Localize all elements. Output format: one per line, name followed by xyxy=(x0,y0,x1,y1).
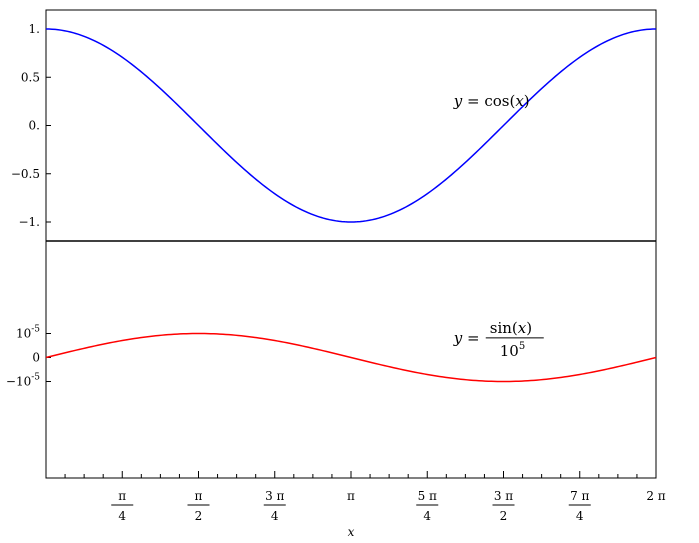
y-tick-label: −0.5 xyxy=(11,167,40,181)
y-tick-label: 0.5 xyxy=(21,70,40,84)
x-tick-numerator: 5 π xyxy=(418,489,437,503)
sin-annotation-y: y xyxy=(453,329,463,347)
x-tick-numerator: 3 π xyxy=(265,489,284,503)
sin-annotation-den-exp: 5 xyxy=(519,341,525,352)
x-axis-label: x xyxy=(348,525,355,539)
x-tick-denominator: 4 xyxy=(271,509,279,523)
y-tick-label: 0. xyxy=(29,119,40,133)
cos-annotation: y = cos(x) xyxy=(453,92,530,110)
cos-annotation-part: x xyxy=(515,92,524,110)
x-tick-numerator: π xyxy=(118,489,126,503)
sin-annotation-eq: = xyxy=(462,329,479,347)
cos-annotation-part: ) xyxy=(524,92,530,110)
x-tick-denominator: 4 xyxy=(576,509,584,523)
sin-annotation-lhs: y = xyxy=(453,329,480,347)
x-tick-numerator: π xyxy=(195,489,203,503)
cos-series-line xyxy=(45,28,657,223)
sin-annotation-den-base: 10 xyxy=(500,342,519,360)
x-tick-label: 2 π xyxy=(646,489,665,503)
x-tick-denominator: 2 xyxy=(195,509,203,523)
cos-annotation-part: cos( xyxy=(484,92,515,110)
y-tick-base: 0 xyxy=(32,351,40,365)
y-tick-label: 0 xyxy=(32,351,40,365)
sin-annotation-denominator: 105 xyxy=(500,341,525,360)
y-tick-label: −10-5 xyxy=(6,373,40,389)
x-tick-label: π xyxy=(347,489,355,503)
top-panel: 1. 0.5 0. −0.5 −1. y = cos(x) xyxy=(11,22,657,229)
bottom-panel: 10-50−10-5y = sin(x)105 xyxy=(6,319,657,389)
x-tick-denominator: 4 xyxy=(118,509,126,523)
x-tick-denominator: 4 xyxy=(423,509,431,523)
y-tick-label: −1. xyxy=(18,215,40,229)
y-tick-base: 10 xyxy=(16,327,31,341)
sin-annotation-numerator: sin(x) xyxy=(490,319,532,337)
sin-series-line xyxy=(45,332,657,383)
x-tick-denominator: 2 xyxy=(500,509,508,523)
plot-frame xyxy=(45,9,657,479)
y-tick-label: 1. xyxy=(29,22,40,36)
cos-annotation-part: y xyxy=(453,92,463,110)
y-tick-exponent: -5 xyxy=(31,325,40,335)
x-axis: π 4 π 2 3 π 4 π 5 π 4 3 π 2 7 π 4 2 π x xyxy=(64,471,666,539)
sin-annotation-arg: x xyxy=(518,319,527,337)
cos-annotation-part: = xyxy=(462,92,484,110)
x-tick-numerator: 7 π xyxy=(570,489,589,503)
sin-annotation-close: ) xyxy=(526,319,532,337)
y-tick-base: −10 xyxy=(6,375,31,389)
y-tick-label: 10-5 xyxy=(16,325,40,341)
y-tick-exponent: -5 xyxy=(31,373,40,383)
x-tick-numerator: 3 π xyxy=(494,489,513,503)
sin-annotation-func: sin( xyxy=(490,319,518,337)
